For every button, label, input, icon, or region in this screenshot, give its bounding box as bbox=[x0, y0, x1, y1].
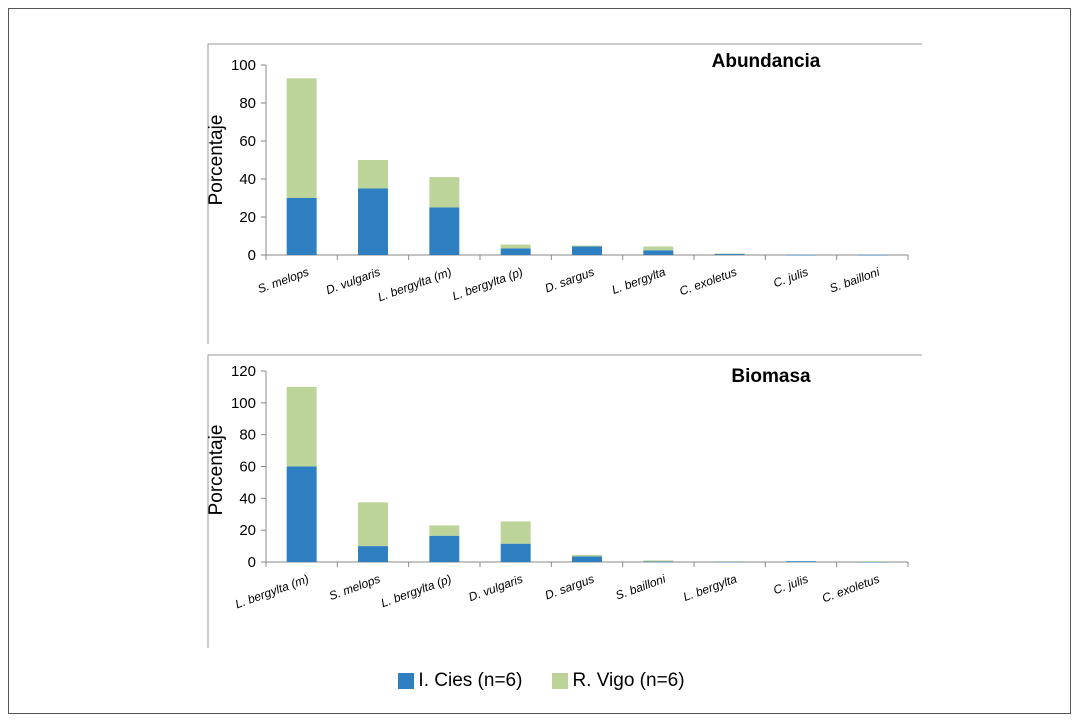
x-category-label: S. bailloni bbox=[828, 265, 882, 296]
bar-series2 bbox=[572, 554, 602, 557]
bar-series2 bbox=[500, 521, 531, 544]
x-category-label: D. vulgaris bbox=[467, 572, 525, 605]
x-category-label: L. bergylta bbox=[610, 265, 668, 297]
chart-title: Abundancia bbox=[712, 51, 821, 72]
y-tick-label: 60 bbox=[239, 133, 256, 150]
y-tick-label: 40 bbox=[239, 490, 256, 507]
chart-area-border bbox=[207, 354, 922, 648]
bar-series1 bbox=[857, 561, 888, 563]
bar-series1 bbox=[857, 254, 888, 256]
bar-series1 bbox=[786, 561, 816, 562]
bar-series1 bbox=[643, 250, 674, 255]
bar-series2 bbox=[429, 177, 460, 208]
bar-series2 bbox=[714, 253, 745, 255]
x-category-label: L. bergylta bbox=[681, 572, 739, 604]
legend: I. Cies (n=6) R. Vigo (n=6) bbox=[0, 666, 1083, 696]
y-tick-label: 0 bbox=[248, 247, 256, 264]
bar-series1 bbox=[286, 198, 317, 255]
bar-series1 bbox=[572, 556, 602, 562]
legend-swatch-series2 bbox=[552, 673, 569, 689]
legend-item-series2: R. Vigo (n=6) bbox=[552, 670, 685, 692]
legend-item-series1: I. Cies (n=6) bbox=[398, 670, 522, 692]
bar-series1 bbox=[429, 535, 460, 562]
y-axis-label: Porcentaje bbox=[206, 115, 227, 206]
bar-series1 bbox=[714, 253, 745, 255]
x-category-label: D. sargus bbox=[543, 265, 596, 296]
x-category-label: D. vulgaris bbox=[324, 265, 382, 298]
bar-series1 bbox=[429, 207, 460, 255]
x-category-label: D. sargus bbox=[543, 572, 596, 603]
y-axis-label: Porcentaje bbox=[206, 425, 227, 516]
y-tick-label: 80 bbox=[239, 95, 256, 112]
y-tick-label: 120 bbox=[231, 363, 256, 380]
bar-series2 bbox=[358, 160, 388, 189]
chart-title: Biomasa bbox=[731, 366, 811, 387]
x-category-label: C. julis bbox=[771, 265, 810, 290]
y-tick-label: 40 bbox=[239, 171, 256, 188]
y-tick-label: 100 bbox=[231, 57, 256, 74]
bar-series1 bbox=[786, 254, 816, 256]
bar-series1 bbox=[358, 188, 388, 255]
chart-area-border bbox=[207, 43, 922, 344]
bar-series2 bbox=[429, 525, 460, 536]
bar-series2 bbox=[572, 245, 602, 247]
bar-series1 bbox=[500, 543, 531, 562]
bar-series1 bbox=[286, 466, 317, 562]
legend-label-series2: R. Vigo (n=6) bbox=[572, 670, 685, 691]
bar-series1 bbox=[358, 546, 388, 562]
bar-series1 bbox=[572, 246, 602, 255]
figure-frame bbox=[8, 8, 1071, 714]
bar-series1 bbox=[714, 561, 745, 563]
y-tick-label: 20 bbox=[239, 209, 256, 226]
bar-series2 bbox=[714, 561, 745, 562]
bar-series2 bbox=[358, 502, 388, 547]
bar-series2 bbox=[500, 244, 531, 249]
x-category-label: C. exoletus bbox=[677, 265, 738, 299]
x-category-label: S. melops bbox=[256, 265, 311, 296]
y-tick-label: 60 bbox=[239, 459, 256, 476]
x-category-label: C. exoletus bbox=[820, 572, 881, 606]
bar-series2 bbox=[643, 246, 674, 251]
x-category-label: C. julis bbox=[771, 572, 810, 597]
y-tick-label: 0 bbox=[248, 554, 256, 571]
bar-series2 bbox=[286, 386, 317, 467]
x-category-label: L. bergylta (p) bbox=[450, 265, 524, 303]
bar-series1 bbox=[500, 248, 531, 255]
x-category-label: L. bergylta (m) bbox=[376, 265, 453, 305]
y-tick-label: 80 bbox=[239, 427, 256, 444]
bar-series2 bbox=[643, 560, 674, 562]
x-category-label: L. bergylta (m) bbox=[233, 572, 310, 612]
x-category-label: S. bailloni bbox=[614, 572, 668, 603]
x-category-label: S. melops bbox=[327, 572, 382, 603]
x-category-label: L. bergylta (p) bbox=[379, 572, 453, 610]
bar-series1 bbox=[643, 561, 674, 563]
y-tick-label: 100 bbox=[231, 395, 256, 412]
legend-label-series1: I. Cies (n=6) bbox=[418, 670, 523, 691]
bar-series2 bbox=[857, 561, 888, 562]
bar-series2 bbox=[286, 78, 317, 198]
legend-swatch-series1 bbox=[398, 673, 415, 689]
y-tick-label: 20 bbox=[239, 522, 256, 539]
